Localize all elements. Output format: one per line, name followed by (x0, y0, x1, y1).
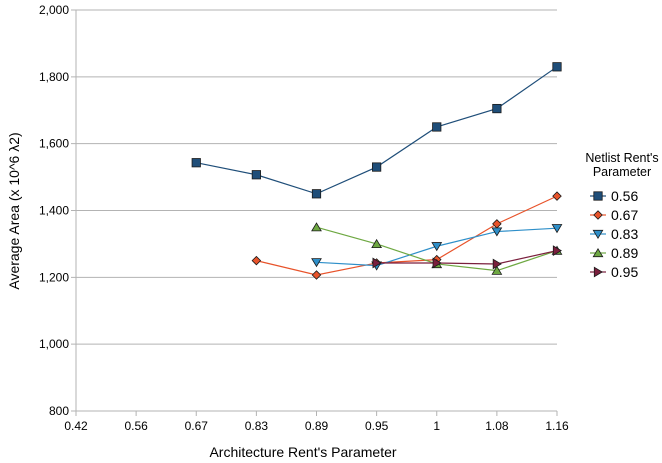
x-tick-label: 1 (433, 419, 440, 433)
legend-label: 0.89 (611, 245, 638, 261)
data-point (552, 62, 562, 72)
y-tick-label: 1,400 (39, 204, 69, 218)
data-point (432, 257, 442, 269)
data-point (311, 258, 322, 268)
data-point (552, 245, 562, 257)
y-tick-label: 1,200 (39, 270, 69, 284)
data-point (431, 242, 443, 252)
legend-marker (593, 210, 603, 220)
data-point (432, 122, 442, 132)
x-tick-label: 0.89 (305, 419, 329, 433)
data-point (372, 257, 382, 269)
series-line (196, 66, 558, 195)
legend-label: 0.83 (611, 226, 638, 242)
y-axis-title: Average Area (x 10^6 λ2) (6, 132, 22, 289)
data-point (371, 238, 383, 249)
legend-marker (593, 191, 603, 201)
legend-marker (593, 266, 603, 278)
legend-items: 0.56 0.67 0.83 0.89 0.95 (590, 188, 638, 280)
y-tick-label: 1,600 (39, 137, 69, 151)
series-0.95 (372, 245, 562, 270)
legend-label: 0.56 (611, 188, 638, 204)
data-point (492, 103, 502, 114)
x-tick-label: 0.83 (245, 419, 269, 433)
data-point (552, 191, 562, 201)
legend-label: 0.67 (611, 207, 638, 223)
data-point (251, 170, 261, 180)
x-tick-label: 1.16 (545, 419, 569, 433)
y-tick-labels: 800 1,000 1,200 1,400 1,600 1,800 2,000 (39, 3, 69, 418)
legend-item-0.56: 0.56 (590, 188, 638, 204)
axes (75, 10, 558, 416)
gridlines (71, 9, 557, 412)
data-point (311, 189, 322, 199)
data-series (191, 62, 563, 280)
legend-marker (592, 248, 604, 258)
legend-label: 0.95 (611, 264, 638, 280)
legend-title-line2: Parameter (593, 165, 651, 179)
x-tick-labels: 0.42 0.56 0.67 0.83 0.89 0.95 1 1.08 1.16 (64, 419, 569, 433)
x-tick-label: 1.08 (485, 419, 509, 433)
data-point (372, 162, 382, 172)
y-tick-label: 1,800 (39, 70, 69, 84)
legend-item-0.67: 0.67 (590, 207, 638, 223)
data-point (311, 222, 322, 232)
data-point (311, 270, 322, 280)
legend-marker (592, 229, 604, 239)
legend-item-0.89: 0.89 (590, 245, 638, 261)
data-point (491, 265, 503, 275)
y-tick-label: 1,000 (39, 337, 69, 351)
series-0.83 (311, 224, 563, 271)
x-tick-label: 0.67 (185, 419, 209, 433)
y-tick-label: 2,000 (39, 3, 69, 17)
x-tick-label: 0.42 (64, 419, 88, 433)
data-point (492, 219, 502, 229)
legend-title-line1: Netlist Rent's (585, 151, 658, 165)
x-tick-label: 0.95 (365, 419, 389, 433)
data-point (191, 158, 201, 168)
data-point (491, 227, 503, 237)
data-point (492, 258, 502, 270)
x-axis-title: Architecture Rent's Parameter (209, 444, 396, 460)
x-tick-label: 0.56 (124, 419, 148, 433)
legend-item-0.83: 0.83 (590, 226, 638, 242)
y-tick-label: 800 (49, 404, 69, 418)
series-line (256, 195, 558, 276)
series-line (376, 250, 558, 265)
data-point (551, 224, 563, 234)
legend: Netlist Rent's Parameter 0.56 0.67 0.83 0.8… (585, 151, 658, 280)
series-0.67 (251, 191, 562, 280)
data-point (251, 255, 262, 266)
series-0.56 (191, 62, 562, 199)
legend-item-0.95: 0.95 (590, 264, 638, 280)
